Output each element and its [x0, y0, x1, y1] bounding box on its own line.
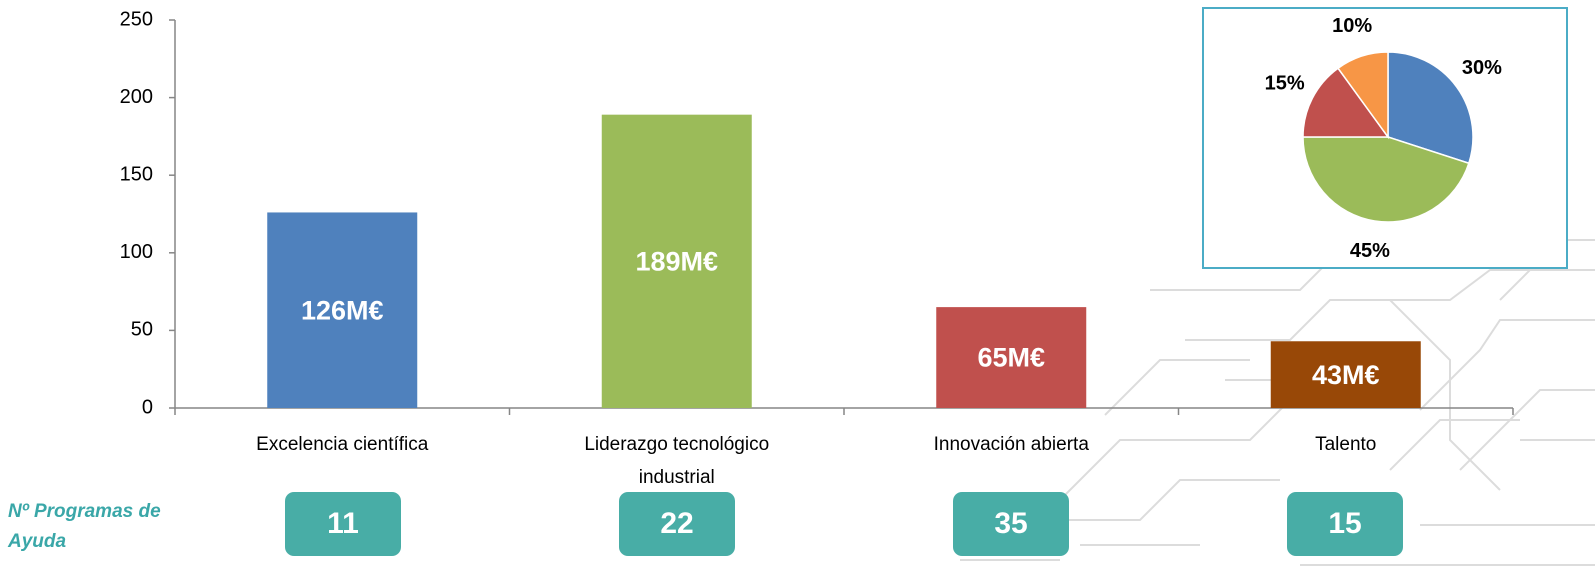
y-tick-label: 150: [120, 163, 153, 185]
value-label: 65M€: [977, 343, 1045, 373]
y-tick-label: 100: [120, 241, 153, 263]
value-label: 43M€: [1312, 360, 1380, 390]
y-tick-label: 250: [120, 8, 153, 30]
y-tick-label: 200: [120, 86, 153, 108]
programs-label: Nº Programas de Ayuda: [8, 501, 161, 552]
value-label: 189M€: [635, 246, 718, 276]
program-count: 35: [953, 492, 1069, 556]
x-tick-label: Excelencia científica: [256, 434, 429, 455]
x-tick-label: Innovación abierta: [933, 434, 1089, 455]
bar: [1270, 341, 1421, 408]
pie-slice: [1336, 51, 1389, 140]
pie-slice: [1302, 136, 1470, 223]
pie-slice: [1387, 51, 1474, 165]
y-tick-label: 50: [131, 319, 153, 341]
bar: [601, 114, 752, 408]
x-tick-label: Talento: [1315, 434, 1377, 455]
pie-label: 30%: [1462, 57, 1502, 79]
value-label: 126M€: [301, 295, 384, 325]
bar: [936, 307, 1087, 408]
y-tick-label: 0: [142, 396, 153, 418]
program-count: 11: [285, 492, 401, 556]
x-tick-label: Liderazgo tecnológico industrial: [584, 434, 770, 488]
pie-slice: [1302, 67, 1390, 138]
program-count: 22: [619, 492, 735, 556]
program-count: 15: [1287, 492, 1403, 556]
pie-label: 10%: [1332, 15, 1372, 37]
pie-label: 15%: [1265, 73, 1305, 95]
pie-label: 45%: [1350, 240, 1390, 262]
circuit-decoration: [960, 239, 1595, 566]
bar: [267, 212, 418, 408]
